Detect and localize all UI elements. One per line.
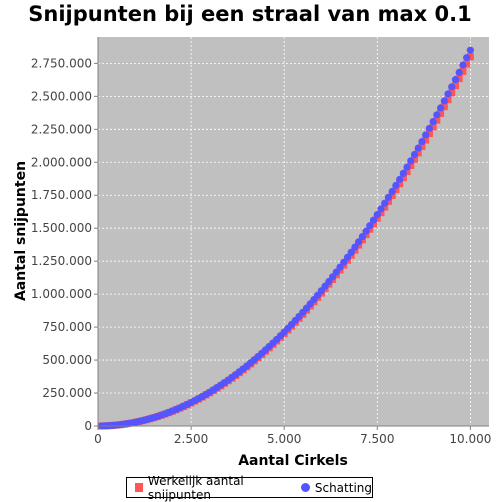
data-point-werkelijk [451, 82, 459, 90]
x-tick-label: 5.000 [267, 432, 301, 446]
x-tick-label: 7.500 [360, 432, 394, 446]
y-tick-label: 2.500.000 [31, 89, 92, 103]
data-point-werkelijk [440, 103, 448, 111]
data-point-werkelijk [422, 136, 430, 144]
data-point-schatting [455, 68, 463, 76]
data-point-werkelijk [411, 155, 419, 163]
data-point-schatting [347, 248, 355, 256]
legend-square-marker [135, 483, 143, 492]
data-point-werkelijk [437, 109, 445, 117]
data-point-schatting [373, 211, 381, 219]
data-point-schatting [377, 205, 385, 213]
data-point-werkelijk [463, 60, 471, 68]
data-point-schatting [366, 222, 374, 230]
data-point-schatting [396, 175, 404, 184]
y-tick-label: 1.750.000 [31, 188, 92, 202]
y-tick-label: 500.000 [42, 353, 92, 367]
data-point-schatting [425, 124, 434, 132]
data-point-schatting [355, 238, 363, 246]
data-point-werkelijk [425, 130, 433, 138]
data-point-werkelijk [384, 197, 392, 205]
data-point-schatting [388, 187, 396, 196]
chart-title: Snijpunten bij een straal van max 0.1 [28, 2, 472, 26]
x-axis-label: Aantal Cirkels [238, 453, 348, 469]
data-point-werkelijk [388, 192, 396, 200]
data-point-werkelijk [377, 209, 385, 217]
data-point-schatting [448, 83, 456, 91]
data-point-schatting [414, 144, 422, 152]
data-point-schatting [422, 131, 430, 139]
data-point-schatting [399, 169, 407, 177]
data-point-werkelijk [444, 96, 452, 104]
data-point-schatting [403, 163, 411, 171]
y-tick-label: 250.000 [42, 386, 92, 400]
data-point-schatting [392, 181, 400, 190]
data-point-werkelijk [429, 123, 437, 131]
data-point-schatting [407, 157, 415, 165]
data-point-werkelijk [455, 75, 463, 83]
data-point-werkelijk [403, 168, 411, 176]
data-point-werkelijk [418, 143, 426, 151]
data-point-schatting [410, 150, 419, 159]
data-point-schatting [459, 61, 467, 69]
y-tick-label: 2.000.000 [31, 155, 92, 169]
data-point-werkelijk [448, 89, 456, 97]
data-point-schatting [433, 111, 441, 119]
x-tick-label: 2.500 [174, 432, 208, 446]
y-tick-label: 2.250.000 [31, 122, 92, 136]
data-point-schatting [463, 54, 471, 62]
data-point-schatting [444, 90, 452, 98]
data-point-werkelijk [466, 53, 474, 61]
y-tick-label: 750.000 [42, 320, 92, 334]
data-point-schatting [336, 263, 344, 271]
data-point-werkelijk [373, 214, 381, 222]
data-point-werkelijk [399, 174, 407, 182]
data-point-schatting [358, 232, 366, 241]
data-point-werkelijk [433, 116, 441, 124]
legend-item-schatting: Schatting [291, 481, 372, 495]
y-tick-label: 1.500.000 [31, 221, 92, 235]
data-point-schatting [384, 193, 393, 201]
y-tick-label: 1.000.000 [31, 287, 92, 301]
x-tick-label: 0 [94, 432, 102, 446]
legend-item-werkelijk: Werkelijk aantal snijpunten [127, 474, 291, 502]
legend-label-schatting: Schatting [314, 480, 372, 495]
data-point-schatting [362, 227, 370, 235]
data-point-werkelijk [407, 161, 415, 169]
legend-label-werkelijk: Werkelijk aantal snijpunten [147, 473, 244, 502]
data-point-schatting [429, 117, 437, 126]
y-tick-label: 0 [84, 419, 92, 433]
data-point-schatting [436, 104, 445, 112]
data-point-schatting [440, 97, 448, 105]
data-point-schatting [451, 76, 460, 84]
data-point-werkelijk [392, 186, 400, 194]
data-point-schatting [351, 243, 359, 251]
x-tick-label: 10.000 [449, 432, 491, 446]
data-point-schatting [466, 46, 474, 54]
data-point-schatting [418, 137, 426, 146]
data-point-werkelijk [396, 180, 404, 188]
legend: Werkelijk aantal snijpunten Schatting [126, 474, 373, 502]
plot-layer: 0 2.500 5.000 7.500 10.000 0 250.000 500.000 750… [31, 37, 491, 446]
data-point-werkelijk [370, 220, 378, 228]
data-point-schatting [332, 268, 340, 276]
legend-circle-marker [300, 483, 310, 492]
y-axis-label: Aantal snijpunten [13, 161, 29, 301]
data-point-werkelijk [381, 203, 389, 211]
data-point-schatting [369, 216, 378, 224]
data-point-werkelijk [459, 67, 467, 75]
plot-background [98, 37, 489, 426]
data-point-schatting [381, 199, 389, 207]
y-tick-label: 2.750.000 [31, 56, 92, 70]
y-tick-label: 1.250.000 [31, 254, 92, 268]
data-point-werkelijk [414, 149, 422, 157]
data-point-schatting [340, 258, 348, 266]
data-point-schatting [343, 253, 352, 261]
